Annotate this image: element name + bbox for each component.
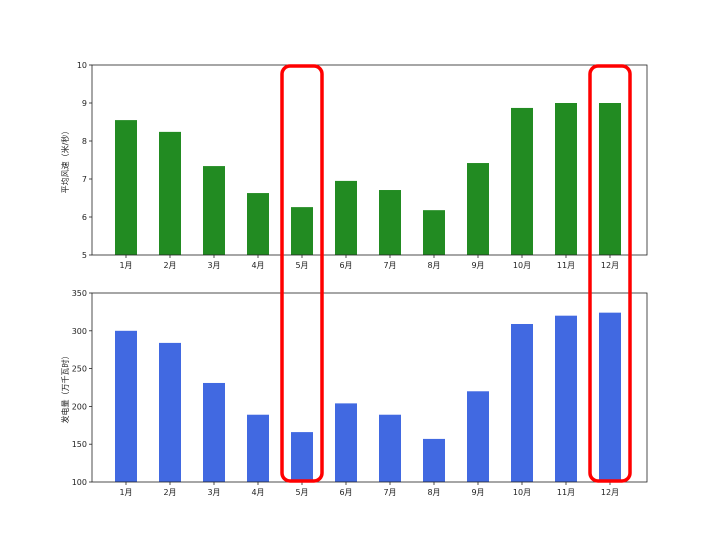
highlight-box-12月: [588, 64, 632, 483]
x-tick-label: 2月: [163, 488, 176, 497]
bar-11月: [555, 315, 577, 482]
y-tick-label: 6: [82, 213, 87, 222]
bar-6月: [335, 403, 357, 482]
x-tick-label: 8月: [427, 261, 440, 270]
x-tick-label: 3月: [207, 261, 220, 270]
x-tick-label: 5月: [295, 488, 308, 497]
bar-7月: [379, 414, 401, 482]
bar-9月: [467, 163, 489, 255]
bar-4月: [247, 414, 269, 482]
highlight-box-5月: [280, 64, 324, 483]
x-tick-label: 11月: [557, 488, 575, 497]
bar-8月: [423, 438, 445, 482]
x-tick-label: 7月: [383, 488, 396, 497]
x-tick-label: 11月: [557, 261, 575, 270]
x-tick-label: 4月: [251, 488, 264, 497]
bar-1月: [115, 120, 137, 255]
bar-2月: [159, 131, 181, 255]
y-tick-label: 200: [72, 402, 87, 411]
y-tick-label: 8: [82, 137, 87, 146]
x-tick-label: 12月: [601, 261, 619, 270]
y-tick-label: 9: [82, 99, 87, 108]
bar-7月: [379, 190, 401, 255]
x-tick-label: 6月: [339, 261, 352, 270]
y-tick-label: 10: [77, 61, 87, 70]
y-tick-label: 350: [72, 289, 87, 298]
bar-1月: [115, 330, 137, 482]
bar-8月: [423, 210, 445, 255]
x-tick-label: 10月: [513, 261, 531, 270]
y-axis-label: 发电量（万千瓦时）: [60, 352, 70, 424]
bar-10月: [511, 107, 533, 255]
x-tick-label: 9月: [471, 261, 484, 270]
bar-4月: [247, 193, 269, 255]
y-tick-label: 5: [82, 251, 87, 260]
y-tick-label: 100: [72, 478, 87, 487]
bar-6月: [335, 180, 357, 255]
bar-12月: [599, 312, 621, 482]
bar-2月: [159, 342, 181, 482]
y-tick-label: 300: [72, 327, 87, 336]
x-tick-label: 9月: [471, 488, 484, 497]
plot-frame: [91, 64, 648, 256]
plot-frame: [91, 292, 648, 483]
x-tick-label: 1月: [119, 488, 132, 497]
bar-9月: [467, 391, 489, 482]
y-tick-label: 250: [72, 365, 87, 374]
y-tick-label: 150: [72, 440, 87, 449]
bar-3月: [203, 382, 225, 482]
bar-5月: [291, 207, 313, 255]
x-tick-label: 1月: [119, 261, 132, 270]
x-tick-label: 6月: [339, 488, 352, 497]
bar-11月: [555, 103, 577, 255]
bar-3月: [203, 166, 225, 255]
x-tick-label: 7月: [383, 261, 396, 270]
x-tick-label: 12月: [601, 488, 619, 497]
bar-5月: [291, 432, 313, 482]
x-tick-label: 8月: [427, 488, 440, 497]
bar-12月: [599, 103, 621, 255]
x-tick-label: 5月: [295, 261, 308, 270]
bar-10月: [511, 323, 533, 482]
x-tick-label: 2月: [163, 261, 176, 270]
y-axis-label: 平均风速（米/秒）: [60, 127, 70, 194]
x-tick-label: 3月: [207, 488, 220, 497]
x-tick-label: 4月: [251, 261, 264, 270]
x-tick-label: 10月: [513, 488, 531, 497]
y-tick-label: 7: [82, 175, 87, 184]
